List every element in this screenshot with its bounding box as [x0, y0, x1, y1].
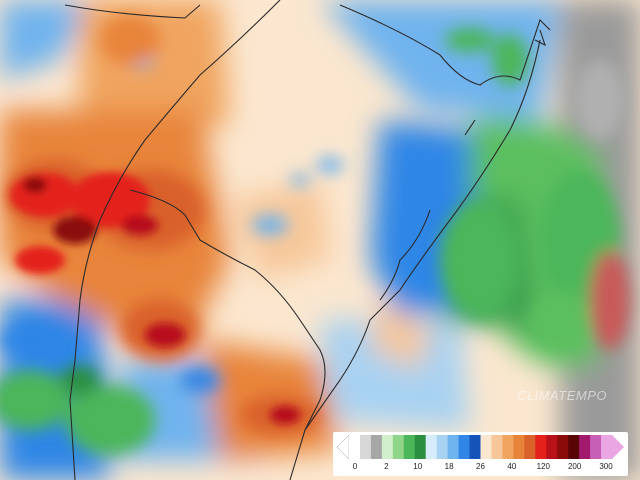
legend-tick-label: 300 — [599, 462, 613, 471]
legend-tick-label: 0 — [352, 462, 358, 471]
precip-field-detail — [0, 15, 630, 455]
border-coastline — [289, 39, 541, 480]
legend-swatch — [403, 435, 416, 459]
legend-swatch — [425, 435, 438, 459]
legend-color-bar — [337, 435, 624, 459]
legend-swatch — [414, 435, 427, 459]
legend-swatch — [447, 435, 460, 459]
border-lagoon — [379, 209, 431, 301]
legend-arrow-left — [337, 435, 350, 459]
legend-swatch — [392, 435, 405, 459]
legend-arrow-right — [612, 435, 624, 459]
border-arrow-mark — [534, 29, 546, 47]
legend-swatch — [590, 435, 602, 459]
legend-tick-label: 120 — [536, 462, 550, 471]
precip-field-core — [10, 172, 300, 424]
border-uruguay — [129, 189, 326, 431]
legend-tick-label: 2 — [384, 462, 389, 471]
legend-swatch — [535, 435, 547, 459]
legend-tick-label: 200 — [567, 462, 582, 471]
border-west-river — [69, 0, 281, 480]
legend-swatch — [546, 435, 558, 459]
legend-swatch — [469, 435, 481, 459]
legend-swatch — [349, 435, 361, 459]
legend-swatch — [359, 435, 372, 459]
legend-swatch — [513, 435, 525, 459]
legend-swatch — [502, 435, 514, 459]
legend-swatch — [480, 435, 492, 459]
legend-tick-label: 10 — [413, 462, 423, 471]
legend-swatch — [458, 435, 471, 459]
border-coast-north — [339, 4, 551, 86]
legend-swatch — [381, 435, 394, 459]
legend-swatch — [557, 435, 569, 459]
legend-swatch — [491, 435, 503, 459]
border-north-segment — [64, 4, 201, 19]
legend-ticks: 0 2 10 18 26 40 120 200 300 — [337, 462, 624, 474]
legend-swatch — [436, 435, 449, 459]
legend-swatch — [370, 435, 383, 459]
state-borders — [64, 0, 551, 480]
legend-tick-label: 18 — [444, 462, 454, 471]
legend-swatch — [579, 435, 591, 459]
legend-tick-label: 26 — [476, 462, 485, 471]
legend-swatch — [568, 435, 580, 459]
legend-swatch — [524, 435, 536, 459]
climatempo-watermark: CLIMATEMPO — [517, 388, 607, 403]
legend-swatch — [601, 435, 613, 459]
precip-legend: 0 2 10 18 26 40 120 200 300 — [333, 432, 628, 476]
legend-tick-label: 40 — [507, 462, 517, 471]
